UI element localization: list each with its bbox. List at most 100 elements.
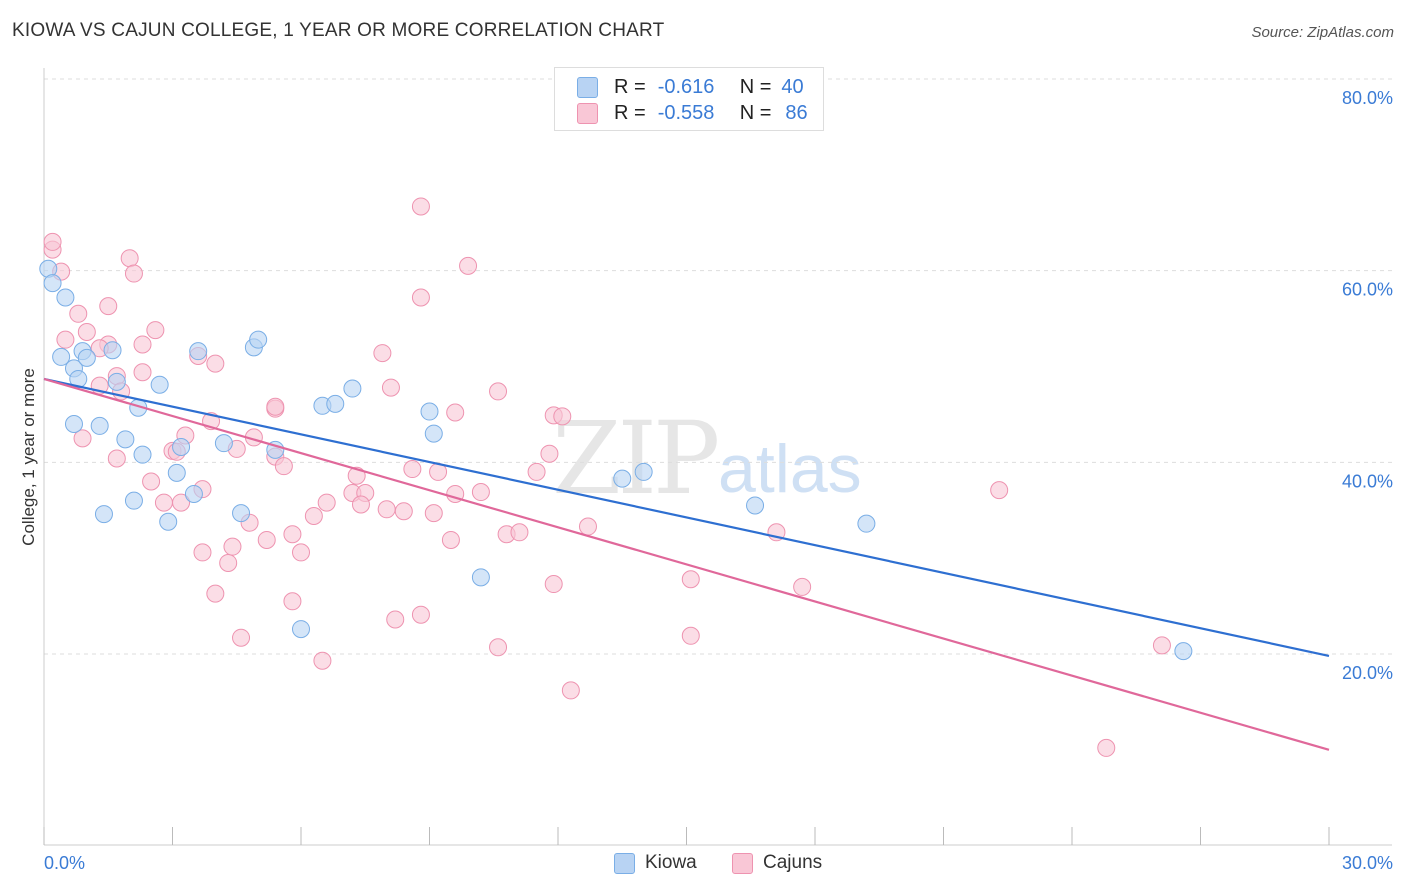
cajuns-point — [441, 530, 460, 549]
watermark-zip: ZIP — [552, 400, 720, 517]
cajuns-point — [193, 543, 212, 562]
cajuns-r-label: R = — [614, 101, 646, 124]
kiowa-n-label: N = — [739, 75, 772, 98]
y-tick-label: 60.0% — [1342, 280, 1393, 300]
kiowa-point — [90, 416, 109, 435]
x-tick-label: 30.0% — [1342, 853, 1393, 873]
kiowa-n-value: 40 — [781, 75, 804, 98]
cajuns-point — [142, 472, 161, 491]
cajuns-point — [283, 592, 302, 611]
kiowa-point — [326, 394, 345, 413]
bottom-legend-cajuns: Cajuns — [732, 852, 822, 874]
kiowa-point — [292, 620, 310, 639]
kiowa-point — [613, 469, 632, 488]
cajuns-point — [172, 493, 191, 512]
cajuns-point — [313, 651, 332, 670]
cajuns-point — [459, 256, 478, 275]
cajuns-point — [232, 628, 251, 647]
cajuns-point — [283, 525, 302, 544]
cajuns-point — [77, 323, 96, 341]
cajuns-point — [411, 288, 430, 307]
source-label: Source: ZipAtlas.com — [1251, 24, 1394, 41]
x-tick-label: 0.0% — [44, 853, 85, 873]
y-tick-label: 20.0% — [1342, 663, 1393, 683]
kiowa-r-label: R = — [614, 75, 646, 98]
kiowa-point — [424, 424, 443, 443]
kiowa-point — [43, 274, 62, 293]
cajuns-point — [107, 449, 126, 468]
cajuns-point — [304, 507, 323, 525]
cajuns-swatch — [577, 102, 598, 124]
chart-title: KIOWA VS CAJUN COLLEGE, 1 YEAR OR MORE C… — [12, 20, 665, 41]
cajuns-point — [386, 610, 405, 629]
cajuns-point — [510, 523, 529, 542]
cajuns-n-value: 86 — [785, 101, 808, 124]
kiowa-point — [189, 342, 208, 361]
kiowa-point — [159, 512, 178, 531]
cajuns-point — [274, 457, 293, 476]
cajuns-point — [681, 570, 700, 589]
kiowa-point — [857, 514, 876, 533]
cajuns-point — [146, 321, 165, 340]
cajuns-point — [56, 330, 75, 349]
kiowa-point — [77, 348, 96, 367]
kiowa-point — [420, 402, 439, 421]
cajuns-point — [206, 354, 225, 373]
cajuns-point — [403, 460, 422, 479]
kiowa-point — [172, 438, 191, 456]
cajuns-point — [540, 444, 559, 463]
cajuns-point — [43, 232, 62, 251]
bottom-legend-kiowa: Kiowa — [614, 852, 697, 874]
cajuns-point — [489, 382, 508, 401]
cajuns-point — [120, 249, 139, 268]
cajuns-point — [223, 537, 242, 556]
legend-row-cajuns: R = -0.558 N = 86 — [577, 101, 808, 125]
cajuns-r-value: -0.558 — [657, 101, 715, 124]
cajuns-point — [793, 577, 812, 596]
cajuns-point — [377, 500, 396, 519]
cajuns-point — [411, 197, 430, 216]
kiowa-r-value: -0.616 — [657, 75, 715, 98]
kiowa-point — [746, 496, 765, 515]
cajuns-point — [1152, 636, 1171, 655]
cajuns-point — [553, 407, 572, 426]
kiowa-point — [116, 430, 135, 449]
kiowa-trend-line — [43, 377, 1330, 657]
y-tick-label: 40.0% — [1342, 471, 1393, 491]
kiowa-point — [107, 372, 126, 391]
kiowa-point — [471, 568, 490, 587]
kiowa-point — [1174, 642, 1193, 661]
cajuns-point — [1097, 738, 1116, 757]
cajuns-point — [561, 681, 580, 700]
legend-row-kiowa: R = -0.616 N = 40 — [577, 75, 804, 99]
kiowa-point — [56, 288, 75, 307]
cajuns-point — [351, 495, 370, 514]
kiowa-point — [167, 463, 186, 482]
cajuns-point — [133, 335, 152, 354]
y-axis-label: College, 1 year or more — [19, 368, 38, 546]
kiowa-point — [150, 375, 169, 394]
cajuns-point — [317, 493, 336, 512]
cajuns-point — [69, 304, 88, 323]
kiowa-point — [124, 491, 143, 510]
bottom-cajuns-label: Cajuns — [763, 852, 823, 873]
cajuns-point — [154, 493, 173, 512]
bottom-cajuns-swatch — [732, 852, 753, 874]
cajuns-point — [471, 483, 490, 502]
y-tick-label: 80.0% — [1342, 88, 1393, 108]
kiowa-point — [343, 379, 362, 398]
cajuns-point — [99, 297, 118, 316]
cajuns-point — [124, 264, 143, 283]
watermark-atlas: atlas — [718, 431, 862, 507]
cajuns-point — [578, 517, 597, 536]
kiowa-point — [214, 434, 233, 453]
cajuns-point — [990, 481, 1009, 500]
kiowa-point — [184, 484, 203, 503]
cajuns-point — [133, 363, 152, 382]
kiowa-point — [634, 462, 653, 481]
cajuns-point — [257, 530, 276, 549]
bottom-kiowa-label: Kiowa — [645, 852, 697, 873]
cajuns-point — [424, 504, 443, 523]
cajuns-point — [381, 378, 400, 397]
cajuns-point — [681, 626, 700, 645]
